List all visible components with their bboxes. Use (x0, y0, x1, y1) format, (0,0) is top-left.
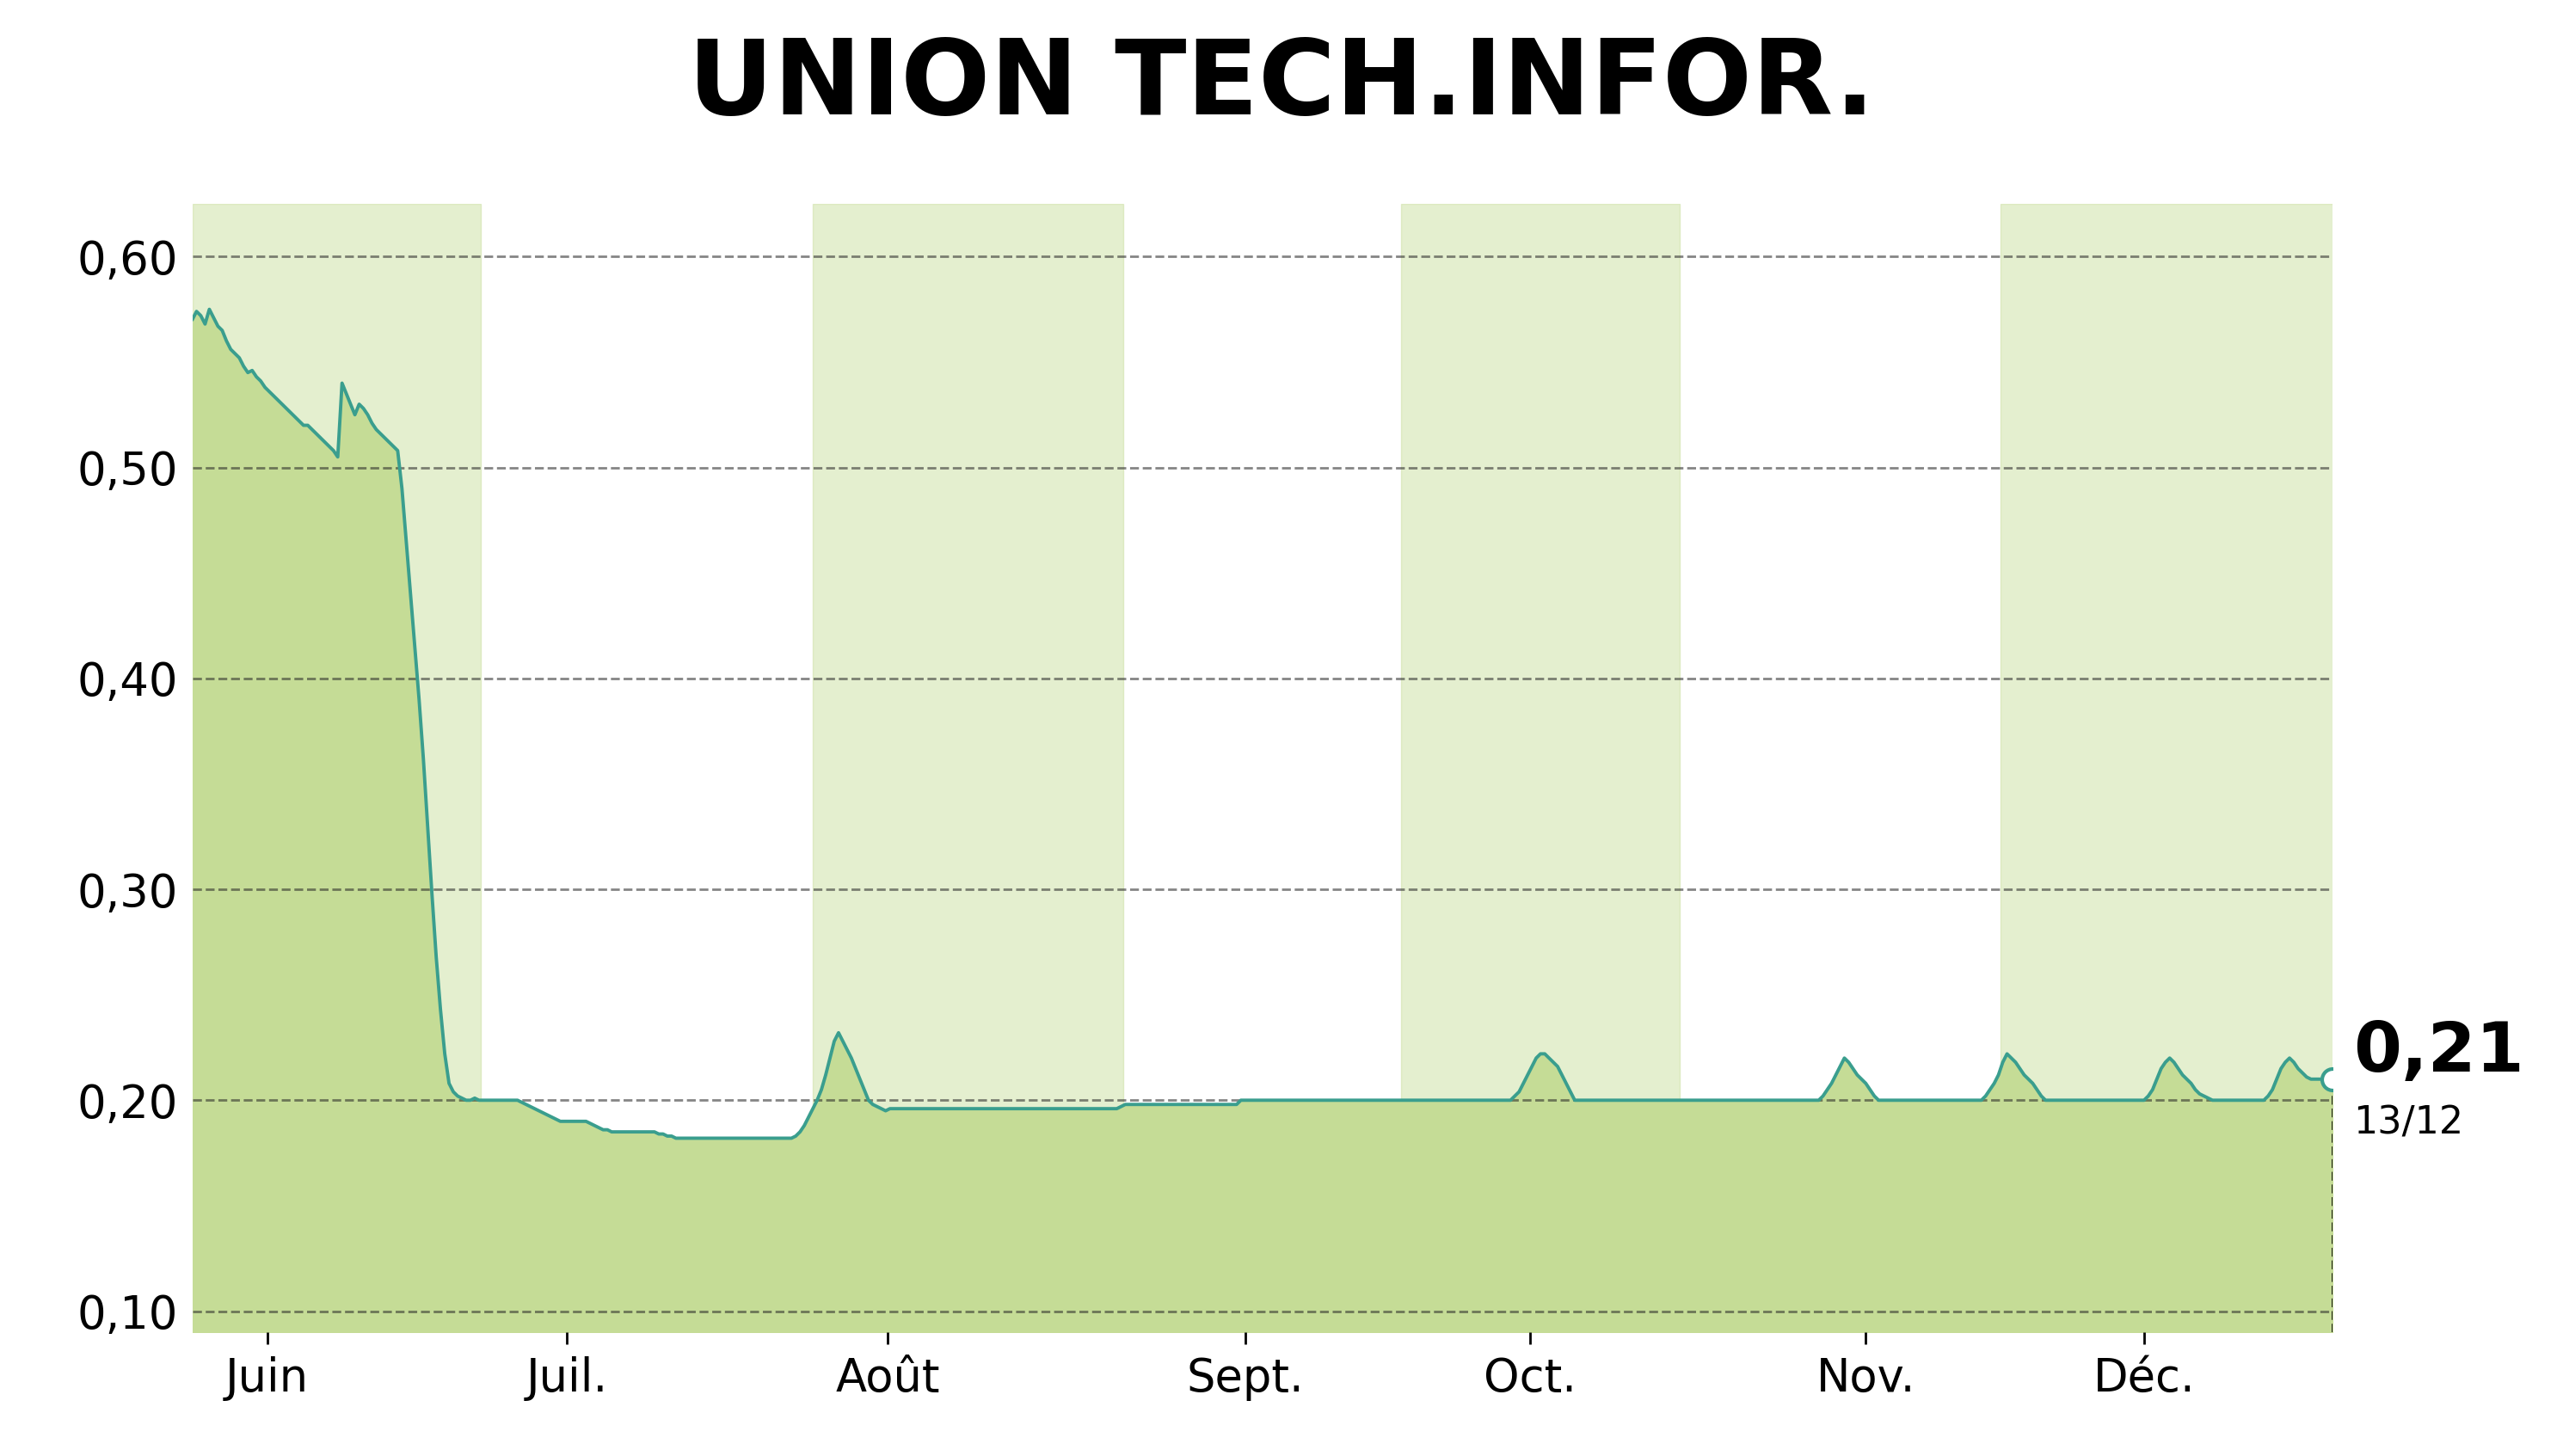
Text: UNION TECH.INFOR.: UNION TECH.INFOR. (687, 35, 1876, 137)
Bar (812, 204, 1123, 1332)
Text: 13/12: 13/12 (2353, 1104, 2463, 1142)
Text: 0,21: 0,21 (2353, 1019, 2525, 1086)
Bar (2002, 204, 2353, 1332)
Bar (1402, 204, 1679, 1332)
Bar (192, 204, 482, 1332)
